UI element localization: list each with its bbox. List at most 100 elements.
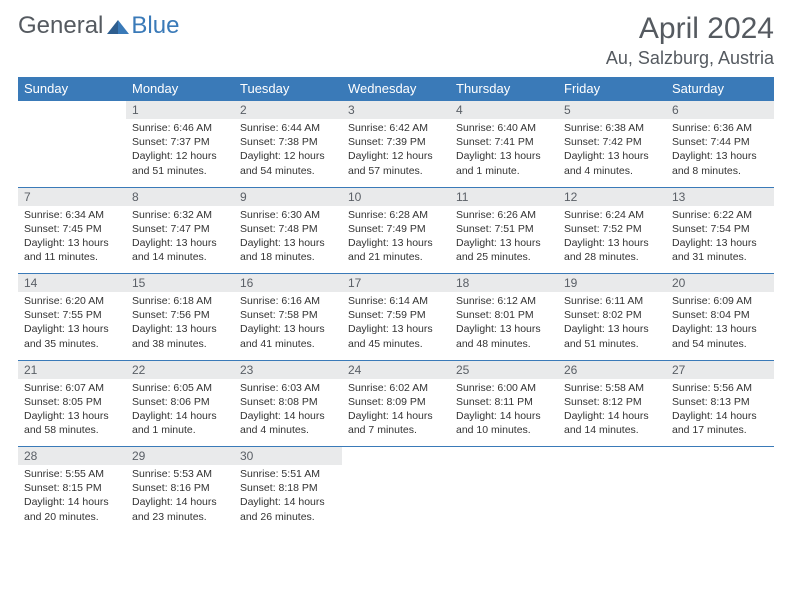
daylight-text-2: and 54 minutes. xyxy=(672,337,768,351)
sunset-text: Sunset: 7:58 PM xyxy=(240,308,336,322)
daylight-text-1: Daylight: 12 hours xyxy=(348,149,444,163)
sunset-text: Sunset: 8:04 PM xyxy=(672,308,768,322)
daylight-text-2: and 21 minutes. xyxy=(348,250,444,264)
daynum-row: 282930 xyxy=(18,447,774,466)
sunset-text: Sunset: 8:05 PM xyxy=(24,395,120,409)
daylight-text-2: and 48 minutes. xyxy=(456,337,552,351)
sunset-text: Sunset: 8:09 PM xyxy=(348,395,444,409)
day-cell: Sunrise: 6:40 AMSunset: 7:41 PMDaylight:… xyxy=(450,119,558,187)
daylight-text-2: and 8 minutes. xyxy=(672,164,768,178)
day-cell xyxy=(18,119,126,187)
day-cell: Sunrise: 6:16 AMSunset: 7:58 PMDaylight:… xyxy=(234,292,342,360)
sunrise-text: Sunrise: 6:14 AM xyxy=(348,294,444,308)
daylight-text-1: Daylight: 12 hours xyxy=(240,149,336,163)
sunset-text: Sunset: 7:41 PM xyxy=(456,135,552,149)
daylight-text-1: Daylight: 13 hours xyxy=(24,409,120,423)
daylight-text-2: and 41 minutes. xyxy=(240,337,336,351)
daylight-text-1: Daylight: 13 hours xyxy=(672,236,768,250)
sunrise-text: Sunrise: 6:24 AM xyxy=(564,208,660,222)
daylight-text-2: and 57 minutes. xyxy=(348,164,444,178)
sunrise-text: Sunrise: 5:55 AM xyxy=(24,467,120,481)
header: General Blue April 2024 Au, Salzburg, Au… xyxy=(18,12,774,69)
day-cell: Sunrise: 5:53 AMSunset: 8:16 PMDaylight:… xyxy=(126,465,234,533)
day-number: 28 xyxy=(18,447,126,466)
day-cell: Sunrise: 6:20 AMSunset: 7:55 PMDaylight:… xyxy=(18,292,126,360)
daylight-text-2: and 20 minutes. xyxy=(24,510,120,524)
day-number: 4 xyxy=(450,101,558,120)
day-cell: Sunrise: 6:32 AMSunset: 7:47 PMDaylight:… xyxy=(126,206,234,274)
daylight-text-1: Daylight: 13 hours xyxy=(348,236,444,250)
daylight-text-2: and 14 minutes. xyxy=(132,250,228,264)
sunset-text: Sunset: 8:15 PM xyxy=(24,481,120,495)
sunrise-text: Sunrise: 5:56 AM xyxy=(672,381,768,395)
day-number: 12 xyxy=(558,187,666,206)
daylight-text-1: Daylight: 13 hours xyxy=(672,149,768,163)
day-cell: Sunrise: 6:42 AMSunset: 7:39 PMDaylight:… xyxy=(342,119,450,187)
daylight-text-2: and 58 minutes. xyxy=(24,423,120,437)
day-cell: Sunrise: 5:56 AMSunset: 8:13 PMDaylight:… xyxy=(666,379,774,447)
sunset-text: Sunset: 8:18 PM xyxy=(240,481,336,495)
sunrise-text: Sunrise: 6:11 AM xyxy=(564,294,660,308)
sunrise-text: Sunrise: 6:03 AM xyxy=(240,381,336,395)
day-number xyxy=(666,447,774,466)
daylight-text-2: and 38 minutes. xyxy=(132,337,228,351)
sunset-text: Sunset: 7:55 PM xyxy=(24,308,120,322)
daylight-text-2: and 4 minutes. xyxy=(240,423,336,437)
sunset-text: Sunset: 8:08 PM xyxy=(240,395,336,409)
sunset-text: Sunset: 7:56 PM xyxy=(132,308,228,322)
content-row: Sunrise: 6:20 AMSunset: 7:55 PMDaylight:… xyxy=(18,292,774,360)
day-header: Tuesday xyxy=(234,77,342,101)
daylight-text-2: and 1 minute. xyxy=(132,423,228,437)
sunset-text: Sunset: 7:45 PM xyxy=(24,222,120,236)
day-number: 7 xyxy=(18,187,126,206)
day-number: 5 xyxy=(558,101,666,120)
day-number: 20 xyxy=(666,274,774,293)
daylight-text-2: and 28 minutes. xyxy=(564,250,660,264)
sunrise-text: Sunrise: 6:20 AM xyxy=(24,294,120,308)
daylight-text-1: Daylight: 14 hours xyxy=(672,409,768,423)
content-row: Sunrise: 6:07 AMSunset: 8:05 PMDaylight:… xyxy=(18,379,774,447)
sunset-text: Sunset: 8:02 PM xyxy=(564,308,660,322)
day-number: 25 xyxy=(450,360,558,379)
daylight-text-2: and 51 minutes. xyxy=(132,164,228,178)
sunset-text: Sunset: 8:06 PM xyxy=(132,395,228,409)
day-cell: Sunrise: 6:14 AMSunset: 7:59 PMDaylight:… xyxy=(342,292,450,360)
logo-icon xyxy=(107,18,129,34)
day-cell xyxy=(558,465,666,533)
daylight-text-1: Daylight: 12 hours xyxy=(132,149,228,163)
daylight-text-1: Daylight: 13 hours xyxy=(132,322,228,336)
daylight-text-1: Daylight: 14 hours xyxy=(240,409,336,423)
day-cell: Sunrise: 6:44 AMSunset: 7:38 PMDaylight:… xyxy=(234,119,342,187)
day-cell: Sunrise: 6:36 AMSunset: 7:44 PMDaylight:… xyxy=(666,119,774,187)
daylight-text-1: Daylight: 13 hours xyxy=(672,322,768,336)
day-cell: Sunrise: 6:22 AMSunset: 7:54 PMDaylight:… xyxy=(666,206,774,274)
daylight-text-2: and 4 minutes. xyxy=(564,164,660,178)
day-number: 29 xyxy=(126,447,234,466)
sunset-text: Sunset: 7:37 PM xyxy=(132,135,228,149)
day-header: Friday xyxy=(558,77,666,101)
sunset-text: Sunset: 7:49 PM xyxy=(348,222,444,236)
day-header: Wednesday xyxy=(342,77,450,101)
day-cell: Sunrise: 6:11 AMSunset: 8:02 PMDaylight:… xyxy=(558,292,666,360)
day-cell: Sunrise: 6:00 AMSunset: 8:11 PMDaylight:… xyxy=(450,379,558,447)
daylight-text-2: and 11 minutes. xyxy=(24,250,120,264)
daylight-text-1: Daylight: 14 hours xyxy=(132,495,228,509)
daylight-text-2: and 17 minutes. xyxy=(672,423,768,437)
day-cell: Sunrise: 6:03 AMSunset: 8:08 PMDaylight:… xyxy=(234,379,342,447)
day-number: 24 xyxy=(342,360,450,379)
content-row: Sunrise: 6:34 AMSunset: 7:45 PMDaylight:… xyxy=(18,206,774,274)
sunrise-text: Sunrise: 6:22 AM xyxy=(672,208,768,222)
day-header-row: Sunday Monday Tuesday Wednesday Thursday… xyxy=(18,77,774,101)
day-number xyxy=(18,101,126,120)
daylight-text-1: Daylight: 13 hours xyxy=(240,236,336,250)
daylight-text-1: Daylight: 13 hours xyxy=(24,322,120,336)
day-cell: Sunrise: 5:58 AMSunset: 8:12 PMDaylight:… xyxy=(558,379,666,447)
daylight-text-2: and 54 minutes. xyxy=(240,164,336,178)
sunrise-text: Sunrise: 6:30 AM xyxy=(240,208,336,222)
day-number: 6 xyxy=(666,101,774,120)
daylight-text-1: Daylight: 14 hours xyxy=(132,409,228,423)
sunrise-text: Sunrise: 5:53 AM xyxy=(132,467,228,481)
daylight-text-1: Daylight: 13 hours xyxy=(132,236,228,250)
day-number: 13 xyxy=(666,187,774,206)
day-number: 11 xyxy=(450,187,558,206)
